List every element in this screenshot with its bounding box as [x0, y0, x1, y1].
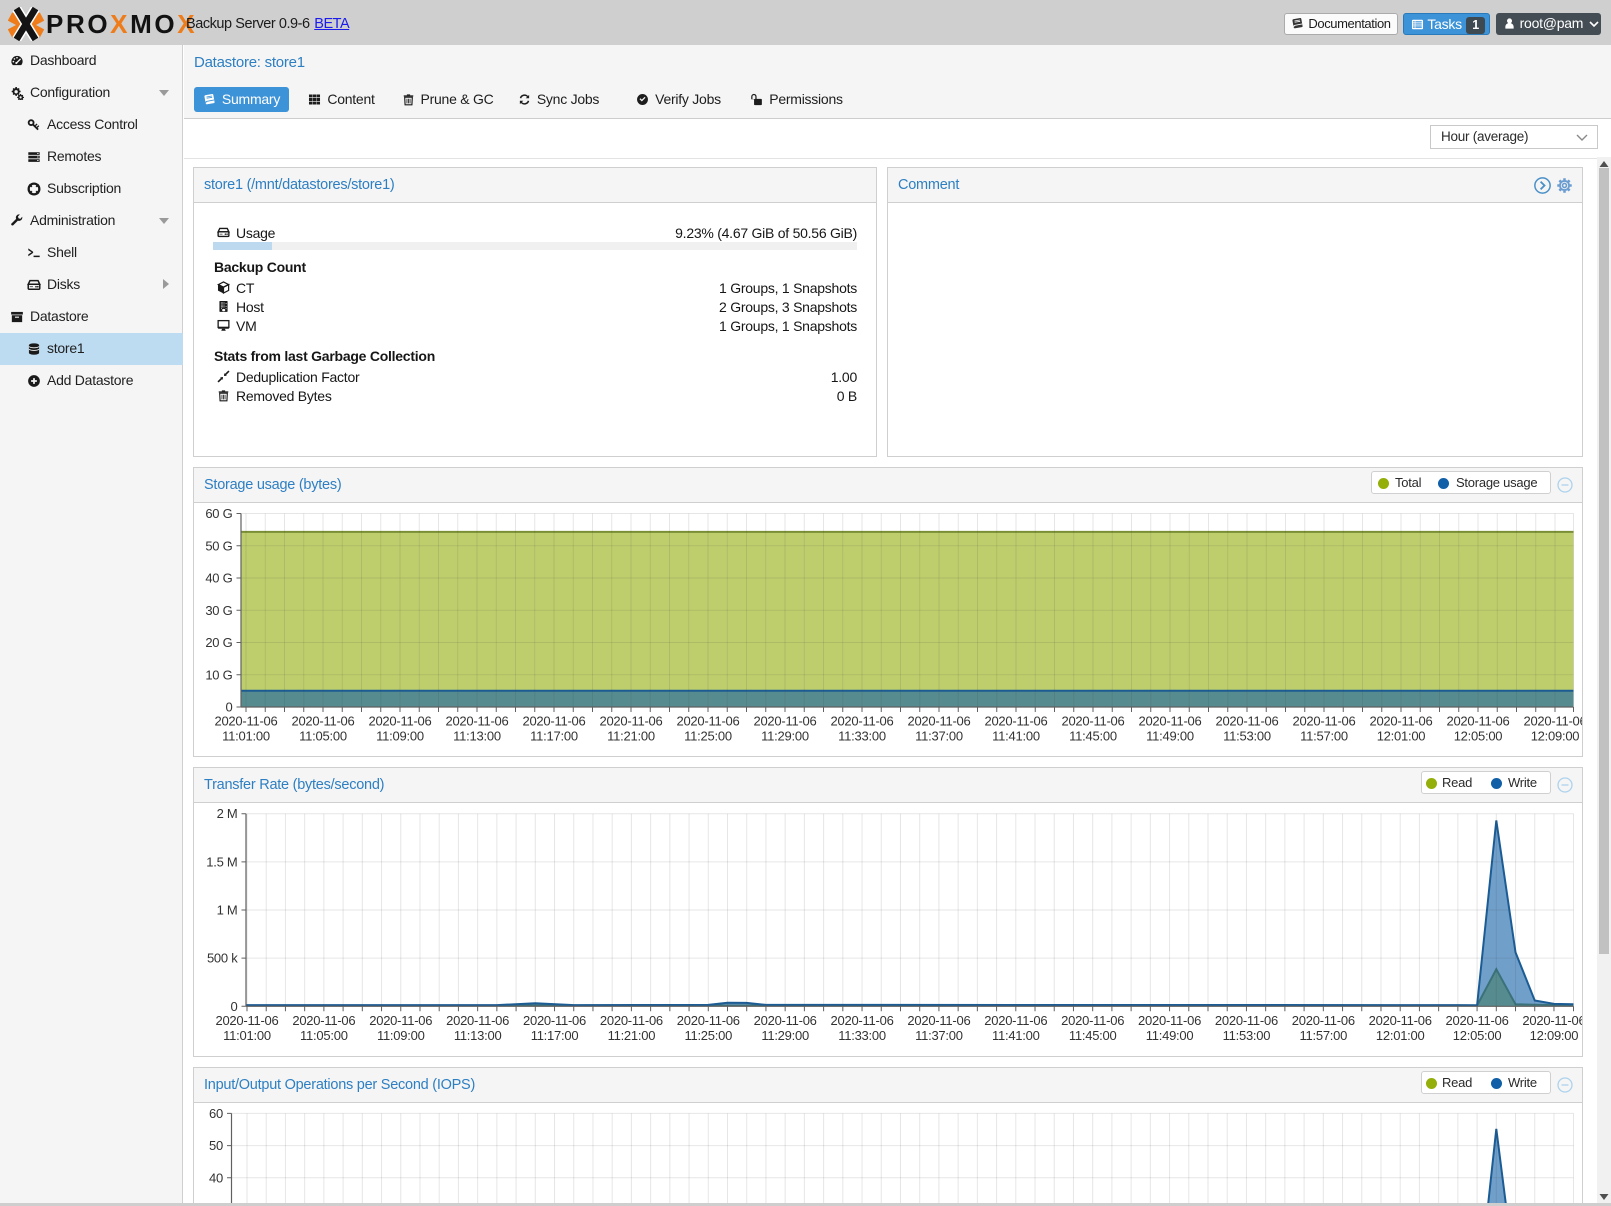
- svg-text:2020-11-06: 2020-11-06: [830, 714, 893, 729]
- svg-text:2020-11-06: 2020-11-06: [1292, 714, 1355, 729]
- svg-text:500 k: 500 k: [207, 951, 238, 966]
- svg-text:2020-11-06: 2020-11-06: [1215, 714, 1278, 729]
- svg-text:11:45:00: 11:45:00: [1069, 729, 1117, 744]
- svg-text:40: 40: [209, 1170, 223, 1185]
- svg-text:11:29:00: 11:29:00: [761, 1028, 809, 1043]
- svg-text:12:09:00: 12:09:00: [1531, 729, 1580, 744]
- svg-text:11:37:00: 11:37:00: [915, 1028, 963, 1043]
- svg-text:2020-11-06: 2020-11-06: [1369, 714, 1432, 729]
- svg-text:2020-11-06: 2020-11-06: [599, 714, 662, 729]
- svg-text:2020-11-06: 2020-11-06: [1061, 1013, 1124, 1028]
- svg-text:2020-11-06: 2020-11-06: [1138, 1013, 1201, 1028]
- svg-text:2020-11-06: 2020-11-06: [907, 1013, 970, 1028]
- svg-text:11:49:00: 11:49:00: [1146, 729, 1194, 744]
- svg-text:2020-11-06: 2020-11-06: [907, 714, 970, 729]
- svg-text:2020-11-06: 2020-11-06: [446, 1013, 509, 1028]
- svg-text:11:01:00: 11:01:00: [222, 729, 270, 744]
- svg-text:12:09:00: 12:09:00: [1530, 1028, 1579, 1043]
- svg-text:2020-11-06: 2020-11-06: [1446, 1013, 1509, 1028]
- svg-text:2020-11-06: 2020-11-06: [677, 1013, 740, 1028]
- svg-text:11:41:00: 11:41:00: [992, 1028, 1040, 1043]
- svg-text:2020-11-06: 2020-11-06: [291, 714, 354, 729]
- svg-text:12:05:00: 12:05:00: [1453, 1028, 1502, 1043]
- svg-text:11:53:00: 11:53:00: [1223, 1028, 1271, 1043]
- svg-text:11:13:00: 11:13:00: [454, 1028, 502, 1043]
- svg-text:2020-11-06: 2020-11-06: [984, 714, 1047, 729]
- svg-text:1.5 M: 1.5 M: [206, 854, 237, 869]
- svg-text:10 G: 10 G: [205, 667, 232, 682]
- svg-text:2020-11-06: 2020-11-06: [369, 1013, 432, 1028]
- svg-text:11:33:00: 11:33:00: [838, 1028, 886, 1043]
- svg-text:50: 50: [209, 1138, 223, 1153]
- svg-text:2020-11-06: 2020-11-06: [1215, 1013, 1278, 1028]
- svg-text:11:25:00: 11:25:00: [684, 1028, 732, 1043]
- svg-text:11:17:00: 11:17:00: [531, 1028, 579, 1043]
- svg-text:12:01:00: 12:01:00: [1377, 729, 1426, 744]
- svg-text:11:53:00: 11:53:00: [1223, 729, 1271, 744]
- svg-text:2 M: 2 M: [217, 806, 238, 821]
- svg-text:11:45:00: 11:45:00: [1069, 1028, 1117, 1043]
- svg-text:0: 0: [226, 700, 233, 715]
- svg-text:2020-11-06: 2020-11-06: [523, 1013, 586, 1028]
- svg-text:2020-11-06: 2020-11-06: [676, 714, 739, 729]
- svg-text:11:09:00: 11:09:00: [377, 1028, 425, 1043]
- svg-text:40 G: 40 G: [205, 571, 232, 586]
- svg-text:2020-11-06: 2020-11-06: [1369, 1013, 1432, 1028]
- svg-text:2020-11-06: 2020-11-06: [445, 714, 508, 729]
- svg-text:2020-11-06: 2020-11-06: [831, 1013, 894, 1028]
- svg-text:11:21:00: 11:21:00: [607, 729, 655, 744]
- svg-text:2020-11-06: 2020-11-06: [522, 714, 585, 729]
- svg-text:11:13:00: 11:13:00: [453, 729, 501, 744]
- svg-text:11:05:00: 11:05:00: [299, 729, 347, 744]
- svg-text:2020-11-06: 2020-11-06: [1061, 714, 1124, 729]
- svg-text:2020-11-06: 2020-11-06: [1292, 1013, 1355, 1028]
- svg-text:11:21:00: 11:21:00: [608, 1028, 656, 1043]
- svg-text:2020-11-06: 2020-11-06: [753, 714, 816, 729]
- svg-text:0: 0: [231, 999, 238, 1014]
- svg-text:11:41:00: 11:41:00: [992, 729, 1040, 744]
- svg-text:2020-11-06: 2020-11-06: [1523, 714, 1582, 729]
- svg-text:2020-11-06: 2020-11-06: [600, 1013, 663, 1028]
- svg-text:2020-11-06: 2020-11-06: [368, 714, 431, 729]
- svg-text:11:49:00: 11:49:00: [1146, 1028, 1194, 1043]
- svg-text:11:37:00: 11:37:00: [915, 729, 963, 744]
- svg-text:2020-11-06: 2020-11-06: [215, 1013, 278, 1028]
- svg-text:1 M: 1 M: [217, 903, 238, 918]
- svg-text:2020-11-06: 2020-11-06: [214, 714, 277, 729]
- svg-text:11:29:00: 11:29:00: [761, 729, 809, 744]
- svg-text:50 G: 50 G: [205, 538, 232, 553]
- svg-text:12:01:00: 12:01:00: [1376, 1028, 1425, 1043]
- svg-text:11:25:00: 11:25:00: [684, 729, 732, 744]
- svg-text:2020-11-06: 2020-11-06: [1446, 714, 1509, 729]
- svg-text:2020-11-06: 2020-11-06: [292, 1013, 355, 1028]
- svg-text:2020-11-06: 2020-11-06: [754, 1013, 817, 1028]
- svg-text:11:57:00: 11:57:00: [1300, 729, 1348, 744]
- svg-text:2020-11-06: 2020-11-06: [984, 1013, 1047, 1028]
- svg-text:11:17:00: 11:17:00: [530, 729, 578, 744]
- svg-text:20 G: 20 G: [205, 635, 232, 650]
- svg-text:12:05:00: 12:05:00: [1454, 729, 1503, 744]
- svg-text:30 G: 30 G: [205, 603, 232, 618]
- svg-text:11:33:00: 11:33:00: [838, 729, 886, 744]
- svg-text:11:01:00: 11:01:00: [223, 1028, 271, 1043]
- svg-text:11:09:00: 11:09:00: [376, 729, 424, 744]
- svg-text:11:57:00: 11:57:00: [1299, 1028, 1347, 1043]
- svg-text:11:05:00: 11:05:00: [300, 1028, 348, 1043]
- svg-text:60: 60: [209, 1106, 223, 1121]
- svg-text:2020-11-06: 2020-11-06: [1138, 714, 1201, 729]
- svg-text:60 G: 60 G: [205, 506, 232, 521]
- svg-text:2020-11-06: 2020-11-06: [1522, 1013, 1582, 1028]
